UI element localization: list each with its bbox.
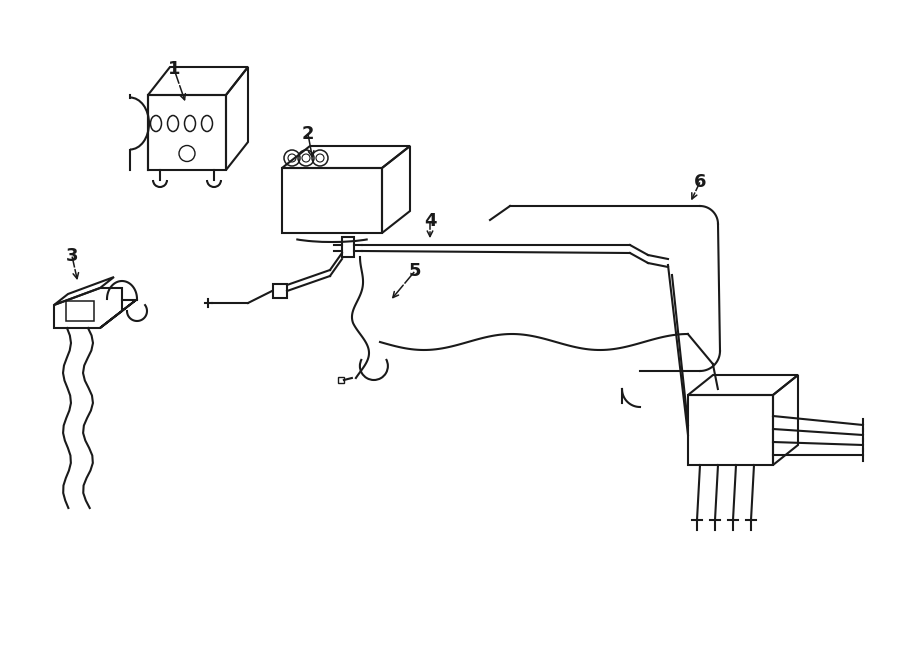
Text: 5: 5: [409, 262, 421, 280]
Bar: [66, 301, 94, 321]
Text: 1: 1: [167, 60, 180, 78]
Bar: [338, 377, 344, 383]
Text: 3: 3: [66, 247, 78, 265]
Bar: [342, 237, 354, 257]
Bar: [273, 284, 287, 298]
Text: 6: 6: [694, 173, 706, 191]
Text: 4: 4: [424, 212, 436, 230]
Text: 2: 2: [302, 125, 314, 143]
